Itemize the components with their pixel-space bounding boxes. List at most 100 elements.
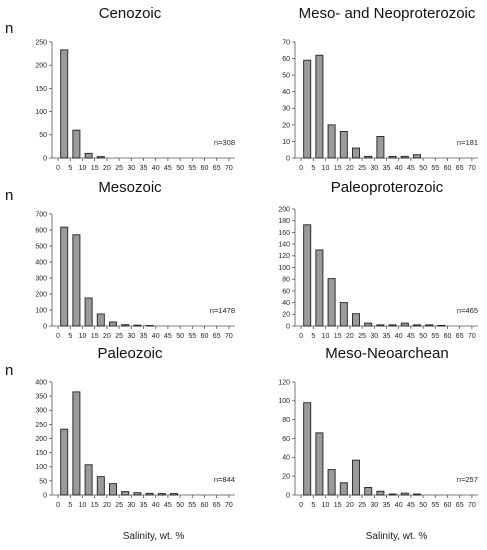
n-label-row-3: n <box>5 362 13 379</box>
y-tick-label: 200 <box>278 206 290 213</box>
x-tick-label: 20 <box>103 165 111 172</box>
y-tick-label: 350 <box>35 394 47 401</box>
n-label-row-1: n <box>5 20 13 37</box>
x-tick-label: 35 <box>140 165 148 172</box>
y-tick-label: 20 <box>282 474 290 481</box>
chart-title: Cenozoic <box>99 5 162 22</box>
x-tick-label: 10 <box>79 502 87 509</box>
x-tick-label: 20 <box>346 165 354 172</box>
x-tick-label: 40 <box>152 333 160 340</box>
y-tick-label: 150 <box>35 86 47 93</box>
x-tick-label: 40 <box>395 165 403 172</box>
x-tick-label: 5 <box>68 502 72 509</box>
x-tick-label: 50 <box>419 502 427 509</box>
histogram-bar <box>121 491 130 496</box>
x-tick-label: 30 <box>370 165 378 172</box>
histogram-bar <box>303 59 312 159</box>
histogram-bar <box>400 492 409 496</box>
x-tick-label: 60 <box>444 333 452 340</box>
y-tick-label: 40 <box>282 300 290 307</box>
x-tick-label: 40 <box>152 502 160 509</box>
y-tick-label: 30 <box>282 106 290 113</box>
x-tick-label: 30 <box>370 502 378 509</box>
histogram-bar <box>425 324 434 327</box>
x-axis-label: Salinity, wt. % <box>366 531 428 542</box>
y-tick-label: 600 <box>35 227 47 234</box>
chart-title: Meso-Neoarchean <box>325 345 448 362</box>
y-tick-label: 40 <box>282 455 290 462</box>
x-tick-label: 65 <box>456 502 464 509</box>
x-tick-label: 25 <box>358 165 366 172</box>
x-tick-label: 35 <box>140 502 148 509</box>
y-tick-label: 80 <box>282 417 290 424</box>
y-tick-label: 50 <box>39 132 47 139</box>
x-tick-label: 60 <box>201 165 209 172</box>
y-tick-label: 60 <box>282 436 290 443</box>
y-tick-label: 50 <box>282 73 290 80</box>
x-tick-label: 15 <box>91 502 99 509</box>
x-tick-label: 15 <box>334 333 342 340</box>
histogram-bar <box>96 313 105 327</box>
histogram-bar <box>339 482 348 496</box>
x-tick-label: 50 <box>176 502 184 509</box>
x-tick-label: 5 <box>311 502 315 509</box>
chart-panel-meso-and-neoproterozoic: Meso- and Neoproterozoic 0 10 20 30 40 50 60 70 0… <box>282 5 478 172</box>
histogram-bar <box>72 129 81 159</box>
histogram-bar <box>133 324 142 327</box>
x-tick-label: 50 <box>419 333 427 340</box>
n-label-row-2: n <box>5 187 13 204</box>
y-tick-label: 0 <box>286 323 290 330</box>
sample-count-annotation: n=257 <box>457 475 478 484</box>
x-tick-label: 60 <box>444 165 452 172</box>
y-tick-label: 80 <box>282 277 290 284</box>
histogram-bar <box>84 464 93 496</box>
x-tick-label: 20 <box>103 333 111 340</box>
chart-title: Mesozoic <box>98 179 162 196</box>
x-tick-label: 40 <box>395 333 403 340</box>
histogram-bar <box>352 147 360 159</box>
chart-panel-cenozoic: Cenozoic 0 50 100 150 200 250 0 5 10 15 20 25 30 35 40 4… <box>35 5 235 172</box>
sample-count-annotation: n=181 <box>457 138 478 147</box>
x-tick-label: 10 <box>79 333 87 340</box>
chart-title: Meso- and Neoproterozoic <box>299 5 476 22</box>
x-tick-label: 70 <box>225 502 233 509</box>
x-tick-label: 0 <box>299 502 303 509</box>
y-tick-label: 40 <box>282 89 290 96</box>
histogram-bar <box>133 492 142 496</box>
x-tick-label: 55 <box>431 502 439 509</box>
y-tick-label: 100 <box>278 398 290 405</box>
x-tick-label: 50 <box>176 333 184 340</box>
histogram-bar <box>170 493 178 496</box>
chart-title: Paleoproterozoic <box>331 179 444 196</box>
y-tick-label: 400 <box>35 379 47 386</box>
histogram-bar <box>388 324 397 327</box>
y-tick-label: 100 <box>35 109 47 116</box>
histogram-bar <box>121 324 130 327</box>
x-tick-label: 10 <box>322 333 330 340</box>
y-tick-label: 0 <box>286 155 290 162</box>
x-tick-label: 5 <box>68 333 72 340</box>
histogram-bar <box>145 325 154 327</box>
y-tick-label: 250 <box>35 39 47 46</box>
y-tick-label: 150 <box>35 450 47 457</box>
x-tick-label: 45 <box>407 333 415 340</box>
x-tick-label: 60 <box>201 333 209 340</box>
sample-count-annotation: n=308 <box>214 138 235 147</box>
x-tick-label: 0 <box>299 333 303 340</box>
y-tick-label: 60 <box>282 56 290 63</box>
x-tick-label: 55 <box>431 333 439 340</box>
sample-count-annotation: n=465 <box>457 306 478 315</box>
x-tick-label: 55 <box>188 333 196 340</box>
y-tick-label: 0 <box>43 323 47 330</box>
x-tick-label: 55 <box>188 165 196 172</box>
x-tick-label: 60 <box>444 502 452 509</box>
y-tick-label: 20 <box>282 122 290 129</box>
histogram-bar <box>376 136 385 159</box>
x-tick-label: 0 <box>56 165 60 172</box>
histogram-bar <box>327 124 336 159</box>
y-tick-label: 60 <box>282 288 290 295</box>
x-tick-label: 10 <box>322 165 330 172</box>
x-tick-label: 20 <box>346 333 354 340</box>
y-tick-label: 20 <box>282 312 290 319</box>
